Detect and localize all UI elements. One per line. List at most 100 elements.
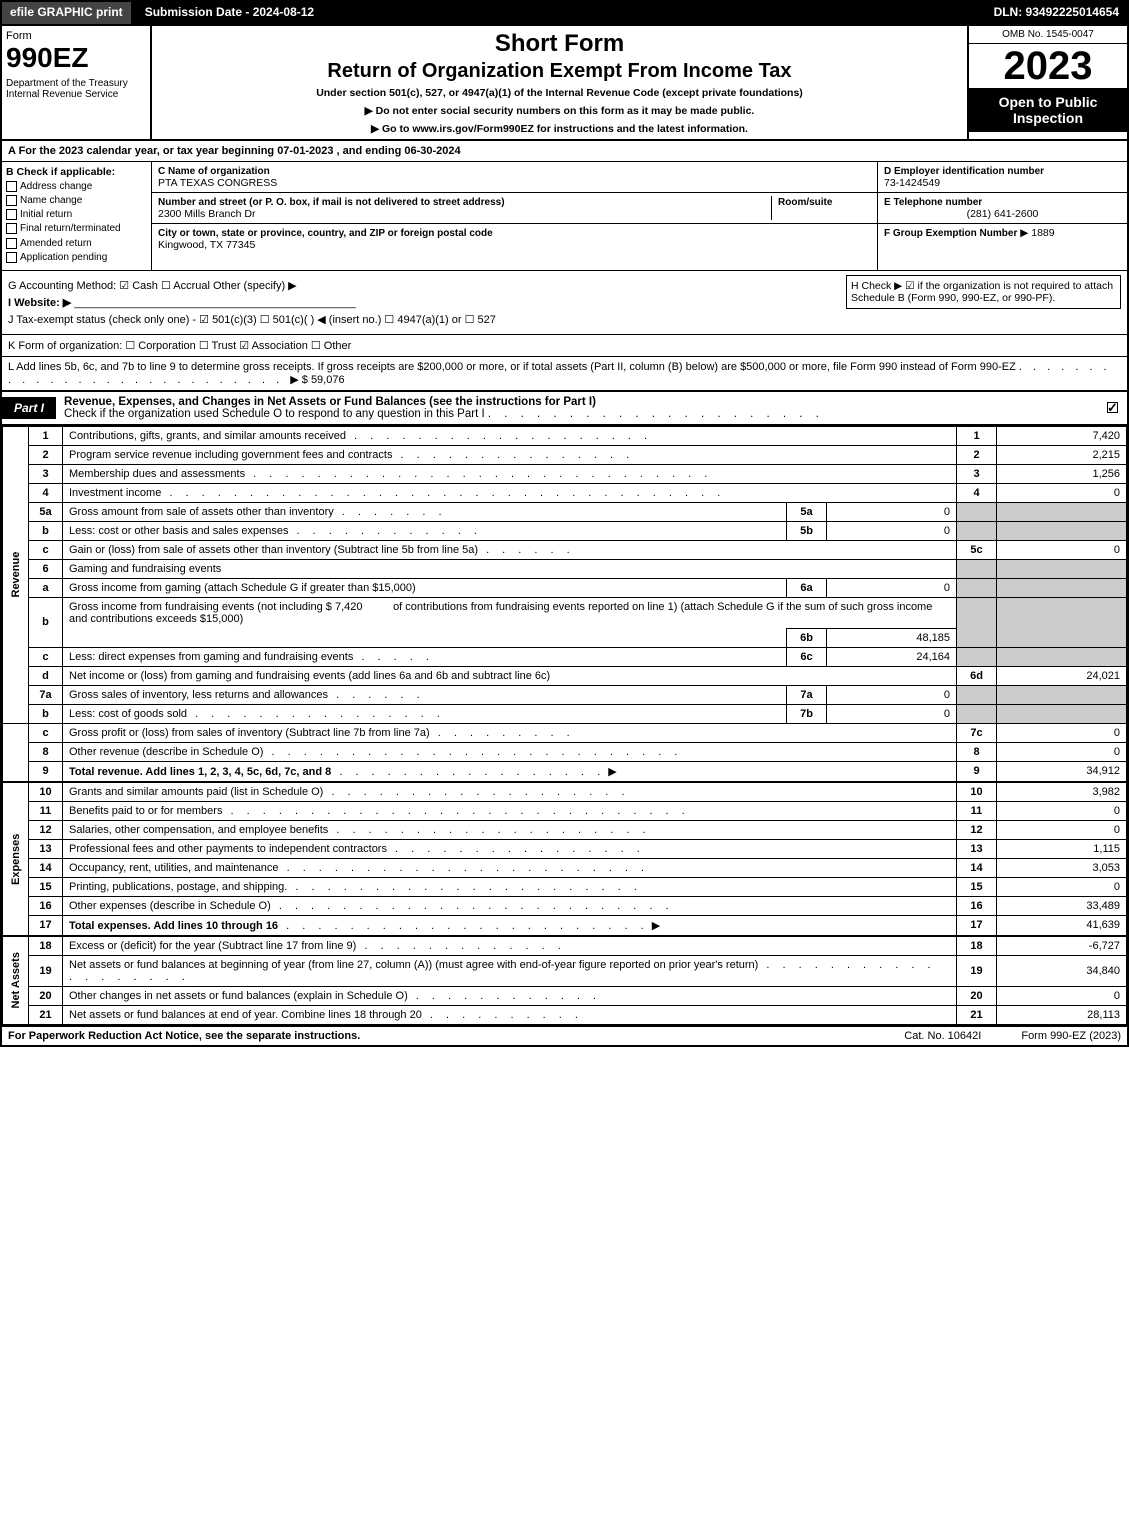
section-b-header: B Check if applicable: xyxy=(6,166,147,178)
line-sub-ref: 7b xyxy=(787,704,827,723)
line-ref: 19 xyxy=(957,955,997,986)
line-sub-val: 0 xyxy=(827,685,957,704)
line-num: 13 xyxy=(29,839,63,858)
section-b: B Check if applicable: Address change Na… xyxy=(2,162,152,270)
chk-application-pending[interactable]: Application pending xyxy=(6,252,147,263)
line-desc: Gross income from gaming (attach Schedul… xyxy=(63,578,787,597)
line-ref: 10 xyxy=(957,782,997,802)
line-sub-ref: 6b xyxy=(787,628,827,647)
org-name: PTA TEXAS CONGRESS xyxy=(158,177,277,189)
bcde-block: B Check if applicable: Address change Na… xyxy=(2,161,1127,270)
open-inspection: Open to Public Inspection xyxy=(969,88,1127,132)
line-sub-val: 24,164 xyxy=(827,647,957,666)
line-ref: 9 xyxy=(957,761,997,782)
chk-final-return[interactable]: Final return/terminated xyxy=(6,223,147,234)
grey-cell xyxy=(997,559,1127,578)
chk-label: Application pending xyxy=(20,252,107,263)
section-de: D Employer identification number 73-1424… xyxy=(877,162,1127,270)
title-1: Short Form xyxy=(160,30,959,58)
grey-cell xyxy=(997,685,1127,704)
line-ref: 12 xyxy=(957,820,997,839)
line-desc: Less: direct expenses from gaming and fu… xyxy=(63,647,787,666)
line-val: 41,639 xyxy=(997,915,1127,936)
line-num: a xyxy=(29,578,63,597)
line-num: 11 xyxy=(29,801,63,820)
line-ref: 21 xyxy=(957,1005,997,1024)
instruction-2: ▶ Go to www.irs.gov/Form990EZ for instru… xyxy=(160,123,959,135)
line-desc: Gross profit or (loss) from sales of inv… xyxy=(63,723,957,742)
vtab-revenue: Revenue xyxy=(3,426,29,724)
line-desc: Printing, publications, postage, and shi… xyxy=(63,877,957,896)
line-sub-val: 0 xyxy=(827,521,957,540)
ein-cell: D Employer identification number 73-1424… xyxy=(878,162,1127,193)
line-desc: Occupancy, rent, utilities, and maintena… xyxy=(63,858,957,877)
part-1-checkbox[interactable] xyxy=(1101,398,1127,418)
line-val: 1,115 xyxy=(997,839,1127,858)
line-num: b xyxy=(29,597,63,647)
line-sub-ref: 6c xyxy=(787,647,827,666)
section-h: H Check ▶ ☑ if the organization is not r… xyxy=(846,275,1121,309)
line-val: 0 xyxy=(997,820,1127,839)
line-ref: 13 xyxy=(957,839,997,858)
chk-label: Name change xyxy=(20,195,82,206)
line-num: b xyxy=(29,704,63,723)
grey-cell xyxy=(997,647,1127,666)
line-sub-ref: 6a xyxy=(787,578,827,597)
form-label: Form xyxy=(6,30,146,42)
ein-label: D Employer identification number xyxy=(884,166,1044,177)
line-num: 10 xyxy=(29,782,63,802)
line-val: 0 xyxy=(997,483,1127,502)
line-desc: Excess or (deficit) for the year (Subtra… xyxy=(63,936,957,956)
line-val: 7,420 xyxy=(997,426,1127,446)
line-ref: 11 xyxy=(957,801,997,820)
chk-address-change[interactable]: Address change xyxy=(6,181,147,192)
line-desc: Gaming and fundraising events xyxy=(63,559,957,578)
line-num: 6 xyxy=(29,559,63,578)
chk-label: Amended return xyxy=(20,238,92,249)
group-exempt: ▶ 1889 xyxy=(1020,227,1054,239)
line-num: 12 xyxy=(29,820,63,839)
efile-print-button[interactable]: efile GRAPHIC print xyxy=(2,2,133,24)
line-desc: Less: cost of goods sold . . . . . . . .… xyxy=(63,704,787,723)
line-desc: Investment income . . . . . . . . . . . … xyxy=(63,483,957,502)
header: Form 990EZ Department of the Treasury In… xyxy=(2,24,1127,139)
chk-initial-return[interactable]: Initial return xyxy=(6,209,147,220)
line-desc: Contributions, gifts, grants, and simila… xyxy=(63,426,957,446)
subtitle: Under section 501(c), 527, or 4947(a)(1)… xyxy=(160,87,959,99)
dept: Department of the Treasury Internal Reve… xyxy=(6,78,146,100)
line-ref: 3 xyxy=(957,464,997,483)
line-desc: Less: cost or other basis and sales expe… xyxy=(63,521,787,540)
phone: (281) 641-2600 xyxy=(884,208,1121,220)
line-num: 14 xyxy=(29,858,63,877)
org-addr-cell: Number and street (or P. O. box, if mail… xyxy=(152,193,877,224)
line-val: 0 xyxy=(997,540,1127,559)
section-l: L Add lines 5b, 6c, and 7b to line 9 to … xyxy=(2,356,1127,390)
line-num: 4 xyxy=(29,483,63,502)
line-sub-val: 0 xyxy=(827,502,957,521)
line-desc: Total revenue. Add lines 1, 2, 3, 4, 5c,… xyxy=(63,761,957,782)
line-desc: Benefits paid to or for members . . . . … xyxy=(63,801,957,820)
grey-cell xyxy=(997,597,1127,647)
line-val: 34,912 xyxy=(997,761,1127,782)
grey-cell xyxy=(957,502,997,521)
line-sub-ref: 5a xyxy=(787,502,827,521)
line-num: 3 xyxy=(29,464,63,483)
line-desc: Other changes in net assets or fund bala… xyxy=(63,986,957,1005)
line-val: 33,489 xyxy=(997,896,1127,915)
org-city-cell: City or town, state or province, country… xyxy=(152,224,877,254)
grey-cell xyxy=(997,502,1127,521)
line-num: 2 xyxy=(29,445,63,464)
section-l-text: L Add lines 5b, 6c, and 7b to line 9 to … xyxy=(8,361,1016,373)
line-num: d xyxy=(29,666,63,685)
line-num: 7a xyxy=(29,685,63,704)
part-1-header: Part I Revenue, Expenses, and Changes in… xyxy=(2,390,1127,425)
footer-right: Form 990-EZ (2023) xyxy=(1021,1030,1121,1042)
chk-name-change[interactable]: Name change xyxy=(6,195,147,206)
section-k: K Form of organization: ☐ Corporation ☐ … xyxy=(2,334,1127,356)
line-ref: 7c xyxy=(957,723,997,742)
line-num: c xyxy=(29,723,63,742)
line-num: 20 xyxy=(29,986,63,1005)
line-val: -6,727 xyxy=(997,936,1127,956)
line-ref: 16 xyxy=(957,896,997,915)
chk-amended-return[interactable]: Amended return xyxy=(6,238,147,249)
